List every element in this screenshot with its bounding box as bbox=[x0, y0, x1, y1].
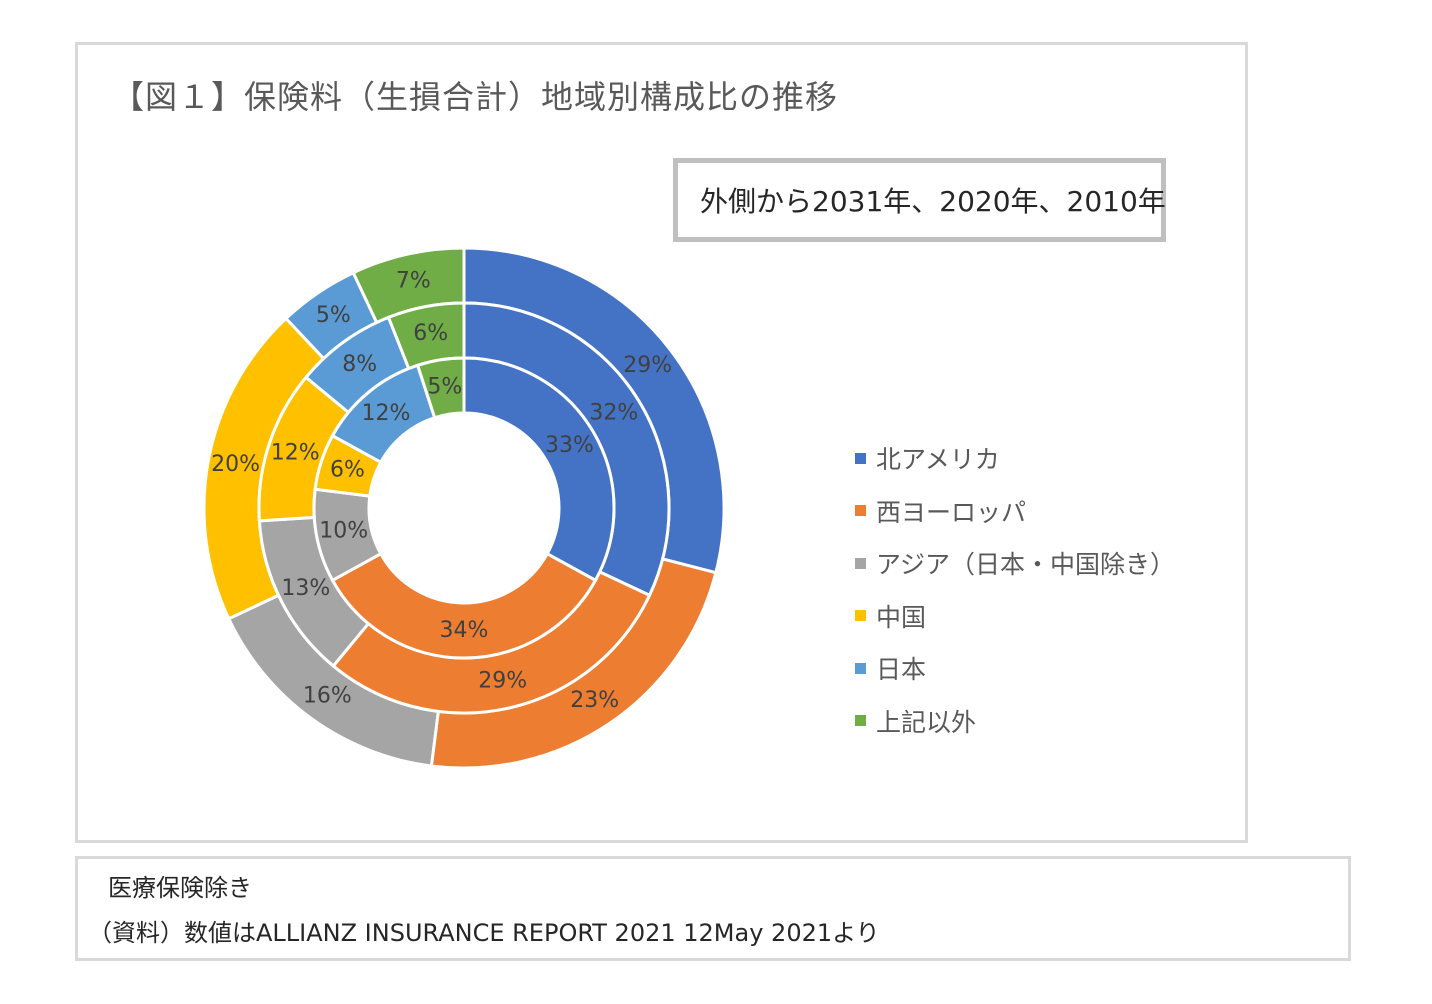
legend-label: 日本 bbox=[876, 655, 927, 685]
legend-label: 上記以外 bbox=[876, 707, 977, 737]
legend-item: 上記以外 bbox=[855, 695, 1175, 748]
note-text: 医療保険除き bbox=[108, 874, 252, 902]
outer-ring-label-western-europe: 23% bbox=[570, 688, 619, 713]
inner-ring-label-north-america: 33% bbox=[545, 433, 594, 458]
inner-ring-label-japan: 12% bbox=[361, 401, 410, 426]
inner-ring-label-asia: 10% bbox=[319, 518, 368, 543]
legend-swatch bbox=[855, 715, 866, 727]
legend: 北アメリカ 西ヨーロッパ アジア（日本・中国除き） 中国 日本 上記以外 bbox=[855, 432, 1175, 747]
inner-ring-slice-north-america bbox=[462, 356, 616, 583]
legend-swatch bbox=[855, 557, 866, 569]
inner-ring-slice-western-europe bbox=[330, 551, 598, 660]
legend-swatch bbox=[855, 505, 866, 517]
legend-item: 西ヨーロッパ bbox=[855, 485, 1175, 538]
middle-ring-label-western-europe: 29% bbox=[478, 669, 527, 694]
middle-ring-label-other: 6% bbox=[413, 321, 448, 346]
ring-order-note-text: 外側から2031年、2020年、2010年 bbox=[700, 185, 1166, 218]
middle-ring-label-asia: 13% bbox=[281, 576, 330, 601]
outer-ring-label-north-america: 29% bbox=[623, 353, 672, 378]
ring-order-note: 外側から2031年、2020年、2010年 bbox=[673, 158, 1166, 242]
inner-ring-label-western-europe: 34% bbox=[440, 618, 489, 643]
inner-ring-slice-other bbox=[415, 356, 466, 420]
source-note-box bbox=[75, 856, 1351, 961]
middle-ring-label-china: 12% bbox=[271, 441, 320, 466]
legend-item: 北アメリカ bbox=[855, 432, 1175, 485]
legend-label: アジア（日本・中国除き） bbox=[876, 550, 1176, 580]
legend-item: 日本 bbox=[855, 642, 1175, 695]
middle-ring-label-north-america: 32% bbox=[589, 400, 638, 425]
outer-ring-label-other: 7% bbox=[396, 269, 431, 294]
legend-label: 西ヨーロッパ bbox=[876, 497, 1027, 527]
legend-item: 中国 bbox=[855, 590, 1175, 643]
outer-ring-label-asia: 16% bbox=[303, 684, 352, 709]
legend-swatch bbox=[855, 662, 866, 674]
legend-label: 中国 bbox=[876, 602, 927, 632]
inner-ring-label-other: 5% bbox=[427, 375, 462, 400]
legend-item: アジア（日本・中国除き） bbox=[855, 537, 1175, 590]
chart-title: 【図１】保険料（生損合計）地域別構成比の推移 bbox=[112, 78, 839, 116]
middle-ring-label-japan: 8% bbox=[342, 352, 377, 377]
legend-label: 北アメリカ bbox=[876, 445, 1000, 475]
inner-ring-label-china: 6% bbox=[330, 458, 365, 483]
outer-ring-label-china: 20% bbox=[211, 452, 260, 477]
source-text: （資料）数値はALLIANZ INSURANCE REPORT 2021 12M… bbox=[88, 919, 880, 947]
legend-swatch bbox=[855, 610, 866, 622]
outer-ring-label-japan: 5% bbox=[316, 303, 351, 328]
legend-swatch bbox=[855, 452, 866, 464]
